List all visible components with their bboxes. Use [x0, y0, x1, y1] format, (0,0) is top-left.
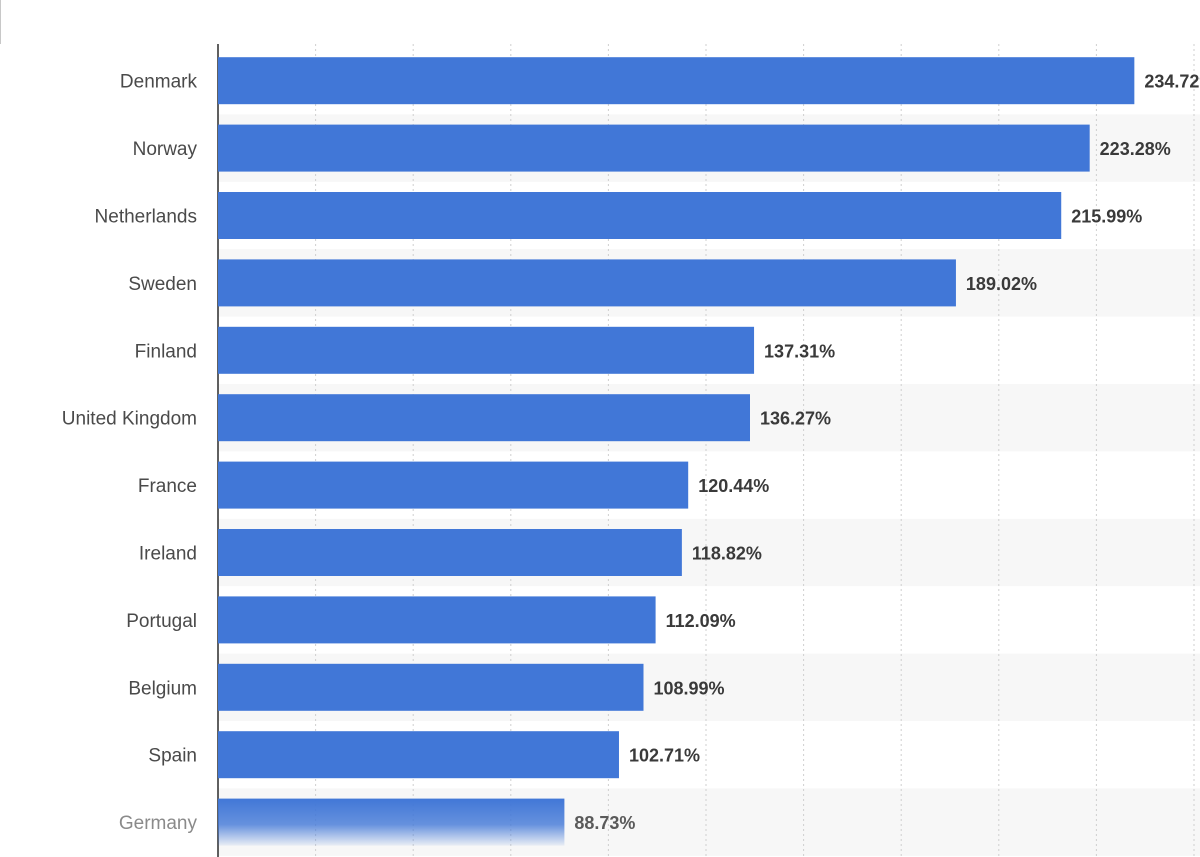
category-label-ireland: Ireland: [139, 544, 197, 565]
category-label-finland: Finland: [135, 341, 197, 362]
category-label-united-kingdom: United Kingdom: [62, 409, 197, 430]
gridlines: [315, 44, 1195, 857]
left-edge-line: [0, 0, 1, 44]
bar-france: [218, 461, 689, 509]
category-label-portugal: Portugal: [126, 611, 197, 632]
bar-united-kingdom: [218, 394, 750, 442]
bars: [218, 57, 1135, 846]
value-label-spain: 102.71%: [629, 746, 700, 766]
category-label-spain: Spain: [148, 746, 197, 767]
bar-netherlands: [218, 192, 1062, 239]
bar-norway: [218, 124, 1090, 172]
category-label-belgium: Belgium: [128, 678, 197, 699]
value-label-united-kingdom: 136.27%: [760, 409, 831, 429]
category-label-netherlands: Netherlands: [95, 207, 197, 228]
bar-spain: [218, 731, 619, 779]
bar-denmark: [218, 57, 1135, 105]
bar-belgium: [218, 663, 644, 711]
category-label-france: France: [138, 476, 197, 497]
bar-germany: [218, 798, 565, 846]
value-label-belgium: 108.99%: [653, 678, 724, 698]
bar-ireland: [218, 529, 682, 576]
category-label-germany: Germany: [119, 813, 198, 834]
bar-sweden: [218, 259, 956, 307]
value-label-portugal: 112.09%: [666, 611, 736, 631]
category-label-sweden: Sweden: [128, 274, 197, 295]
value-label-finland: 137.31%: [764, 341, 835, 361]
value-label-norway: 223.28%: [1100, 139, 1171, 159]
bar-portugal: [218, 596, 656, 644]
bar-finland: [218, 326, 755, 374]
value-label-denmark: 234.72%: [1144, 72, 1200, 92]
value-label-france: 120.44%: [698, 476, 769, 496]
value-label-germany: 88.73%: [574, 813, 635, 833]
value-label-netherlands: 215.99%: [1071, 207, 1142, 227]
value-labels: 234.72% 223.28% 215.99% 189.02% 137.31% 136.2…: [574, 72, 1200, 833]
value-label-sweden: 189.02%: [966, 274, 1037, 294]
value-label-ireland: 118.82%: [692, 544, 762, 564]
category-label-norway: Norway: [133, 139, 198, 160]
category-labels: Denmark Norway Netherlands Sweden Finland Uni…: [62, 72, 198, 834]
category-label-denmark: Denmark: [120, 72, 198, 93]
